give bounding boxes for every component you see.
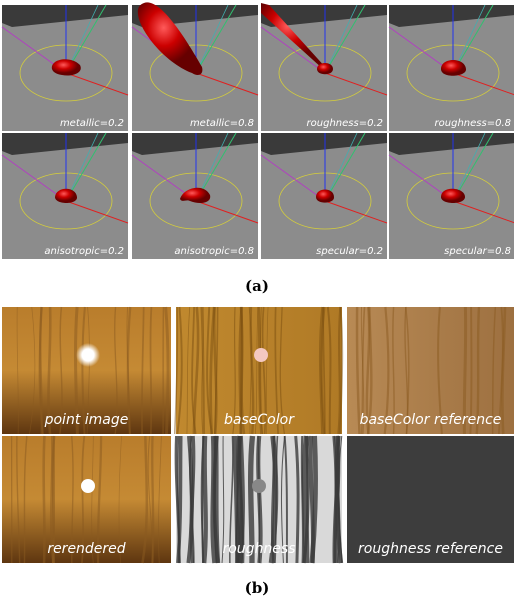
panel-label: (b) xyxy=(245,579,270,597)
tile-caption: roughness xyxy=(222,541,295,557)
blob xyxy=(317,63,333,74)
render-tile: specular=0.8 xyxy=(389,133,514,259)
tile-caption: rerendered xyxy=(47,541,125,557)
grain xyxy=(202,436,203,563)
render-tile: anisotropic=0.2 xyxy=(2,133,128,259)
grain xyxy=(305,436,307,563)
tile-caption: specular=0.2 xyxy=(316,246,383,257)
panel-label: (a) xyxy=(245,277,269,295)
grain xyxy=(338,436,340,563)
grain xyxy=(152,436,153,563)
tile-caption: baseColor reference xyxy=(360,412,502,428)
render-tile: metallic=0.8 xyxy=(132,2,258,131)
tile-caption: baseColor xyxy=(224,412,295,428)
render-tile: roughness=0.2 xyxy=(261,3,387,131)
tile-caption: metallic=0.8 xyxy=(190,118,254,129)
grain xyxy=(44,436,45,563)
image-tile: baseColor reference xyxy=(347,307,514,434)
render-tile: specular=0.2 xyxy=(261,133,387,259)
tile-caption: specular=0.8 xyxy=(444,246,511,257)
tile-caption: roughness reference xyxy=(358,541,503,557)
tile-caption: roughness=0.2 xyxy=(307,118,383,129)
image-tile: roughness xyxy=(176,436,342,563)
render-tile: metallic=0.2 xyxy=(2,5,128,131)
image-tile: roughness reference xyxy=(347,436,514,563)
tile-caption: anisotropic=0.8 xyxy=(174,246,254,257)
tile-caption: anisotropic=0.2 xyxy=(44,246,124,257)
highlight xyxy=(76,343,100,367)
figure: (a) (b) metallic=0.2 metallic=0.8 roughnes… xyxy=(0,0,514,607)
grain xyxy=(204,436,206,563)
highlight xyxy=(81,479,95,493)
render-tile: roughness=0.8 xyxy=(389,5,514,131)
image-tile: rerendered xyxy=(2,436,171,563)
image-tile: baseColor xyxy=(175,307,343,434)
render-tile: anisotropic=0.8 xyxy=(132,133,258,259)
image-tile: point image xyxy=(2,307,171,434)
highlight xyxy=(254,348,268,362)
grain xyxy=(150,307,151,434)
grain xyxy=(338,307,340,434)
tile-caption: point image xyxy=(44,412,129,428)
highlight xyxy=(252,479,266,493)
tile-caption: metallic=0.2 xyxy=(60,118,124,129)
tile-caption: roughness=0.8 xyxy=(435,118,511,129)
